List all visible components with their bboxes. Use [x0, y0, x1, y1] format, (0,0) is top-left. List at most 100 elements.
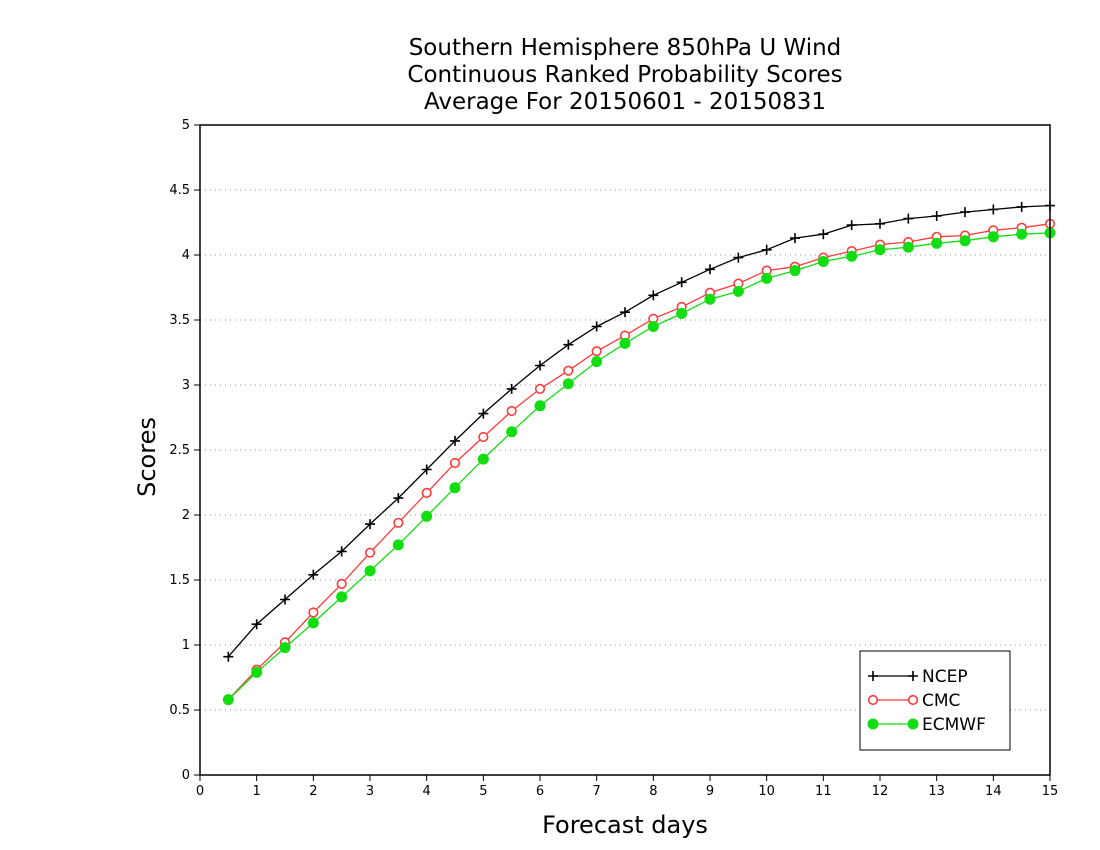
y-tick-label: 3: [182, 378, 190, 393]
y-tick-label: 2: [182, 508, 190, 523]
data-point-ecmwf: [1016, 228, 1028, 240]
series-line-ecmwf: [227, 232, 1051, 701]
data-point-ecmwf: [392, 539, 404, 551]
data-point-ncep: [223, 651, 234, 662]
data-point-ncep: [988, 204, 999, 215]
series-line-ncep: [227, 204, 1051, 658]
data-point-ecmwf: [534, 400, 546, 412]
data-point-ecmwf: [477, 453, 489, 465]
data-point-cmc: [336, 578, 347, 590]
y-tick-label: 1.5: [169, 573, 190, 588]
x-tick-label: 7: [593, 784, 601, 799]
data-point-cmc: [506, 405, 517, 417]
data-point-cmc: [563, 365, 574, 376]
x-tick-label: 3: [366, 784, 374, 799]
data-point-ncep: [846, 220, 857, 231]
legend-marker-cmc: [907, 694, 919, 706]
data-point-ncep: [450, 435, 460, 446]
legend-marker-ncep: [868, 671, 878, 681]
data-point-ncep: [506, 383, 517, 394]
data-point-cmc: [534, 383, 546, 395]
data-point-ecmwf: [931, 237, 943, 249]
data-point-ecmwf: [279, 642, 291, 654]
data-point-ncep: [421, 464, 432, 475]
y-tick-label: 3.5: [169, 313, 190, 328]
y-axis-label: Scores: [133, 417, 161, 497]
x-tick-label: 4: [423, 784, 431, 799]
data-point-ncep: [393, 493, 404, 504]
legend-label-cmc: CMC: [922, 691, 960, 711]
legend-marker-ncep: [908, 671, 918, 681]
y-tick-label: 4.5: [169, 183, 190, 198]
data-point-ncep: [1016, 201, 1027, 212]
data-point-cmc: [449, 457, 461, 469]
data-point-ecmwf: [704, 293, 716, 305]
data-point-ecmwf: [789, 265, 801, 277]
data-point-ncep: [960, 207, 970, 218]
data-point-ecmwf: [846, 250, 858, 262]
data-point-ecmwf: [959, 235, 971, 247]
data-point-ncep: [818, 229, 829, 240]
data-point-ncep: [733, 252, 744, 263]
data-point-ecmwf: [647, 321, 659, 332]
data-point-ncep: [478, 408, 489, 419]
chart-title-line-3: Average For 20150601 - 20150831: [423, 89, 827, 115]
data-point-ecmwf: [987, 231, 999, 243]
y-tick-label: 5: [182, 118, 190, 133]
data-point-ecmwf: [761, 272, 773, 284]
data-point-ncep: [336, 546, 347, 557]
data-point-ecmwf: [619, 337, 631, 349]
data-point-ncep: [648, 290, 659, 301]
data-point-ncep: [251, 619, 262, 630]
x-tick-label: 13: [928, 784, 945, 799]
legend-marker-ecmwf: [867, 718, 879, 730]
data-point-ncep: [535, 360, 545, 371]
data-point-ncep: [676, 277, 687, 288]
data-point-ecmwf: [562, 378, 574, 390]
x-tick-label: 14: [985, 784, 1002, 799]
y-tick-label: 4: [182, 248, 190, 263]
x-tick-label: 11: [815, 784, 832, 799]
x-tick-label: 9: [706, 784, 714, 799]
x-tick-label: 2: [309, 784, 317, 799]
y-tick-label: 0.5: [169, 703, 190, 718]
data-point-ecmwf: [364, 565, 376, 577]
data-point-cmc: [478, 431, 489, 443]
y-tick-label: 2.5: [169, 443, 190, 458]
data-point-cmc: [421, 487, 432, 499]
data-point-ncep: [705, 264, 715, 275]
data-point-ecmwf: [506, 426, 518, 438]
data-point-ecmwf: [732, 285, 744, 297]
data-point-ncep: [308, 569, 319, 580]
legend-marker-ecmwf: [907, 718, 919, 730]
chart-title-line-2: Continuous Ranked Probability Scores: [407, 62, 843, 88]
legend-label-ecmwf: ECMWF: [922, 715, 986, 735]
data-point-ecmwf: [421, 510, 433, 522]
data-point-ecmwf: [251, 666, 263, 678]
data-point-ncep: [931, 211, 942, 221]
x-tick-label: 1: [253, 784, 261, 799]
x-axis-label: Forecast days: [542, 811, 708, 839]
data-point-ecmwf: [449, 482, 461, 494]
data-point-ecmwf: [676, 308, 688, 319]
data-point-ecmwf: [307, 617, 319, 629]
data-point-cmc: [364, 547, 376, 558]
data-point-ncep: [903, 213, 914, 224]
data-point-ncep: [280, 594, 290, 605]
x-tick-label: 5: [479, 784, 487, 799]
data-point-ecmwf: [902, 241, 914, 253]
x-tick-label: 8: [649, 784, 657, 799]
data-point-ecmwf: [591, 356, 603, 368]
ticks: 00.511.522.533.544.550 1 2 3 4 5 6 7 8 9 10 11 12 13 1…: [169, 118, 1058, 799]
data-point-cmc: [393, 517, 404, 528]
chart-title-line-1: Southern Hemisphere 850hPa U Wind: [408, 35, 842, 61]
y-tick-label: 0: [182, 768, 190, 783]
data-point-ncep: [591, 321, 602, 332]
x-tick-label: 0: [196, 784, 204, 799]
x-tick-label: 10: [758, 784, 775, 799]
legend-label-ncep: NCEP: [922, 667, 968, 687]
data-point-cmc: [308, 607, 319, 618]
x-tick-label: 15: [1042, 784, 1059, 799]
data-point-ecmwf: [817, 256, 829, 267]
